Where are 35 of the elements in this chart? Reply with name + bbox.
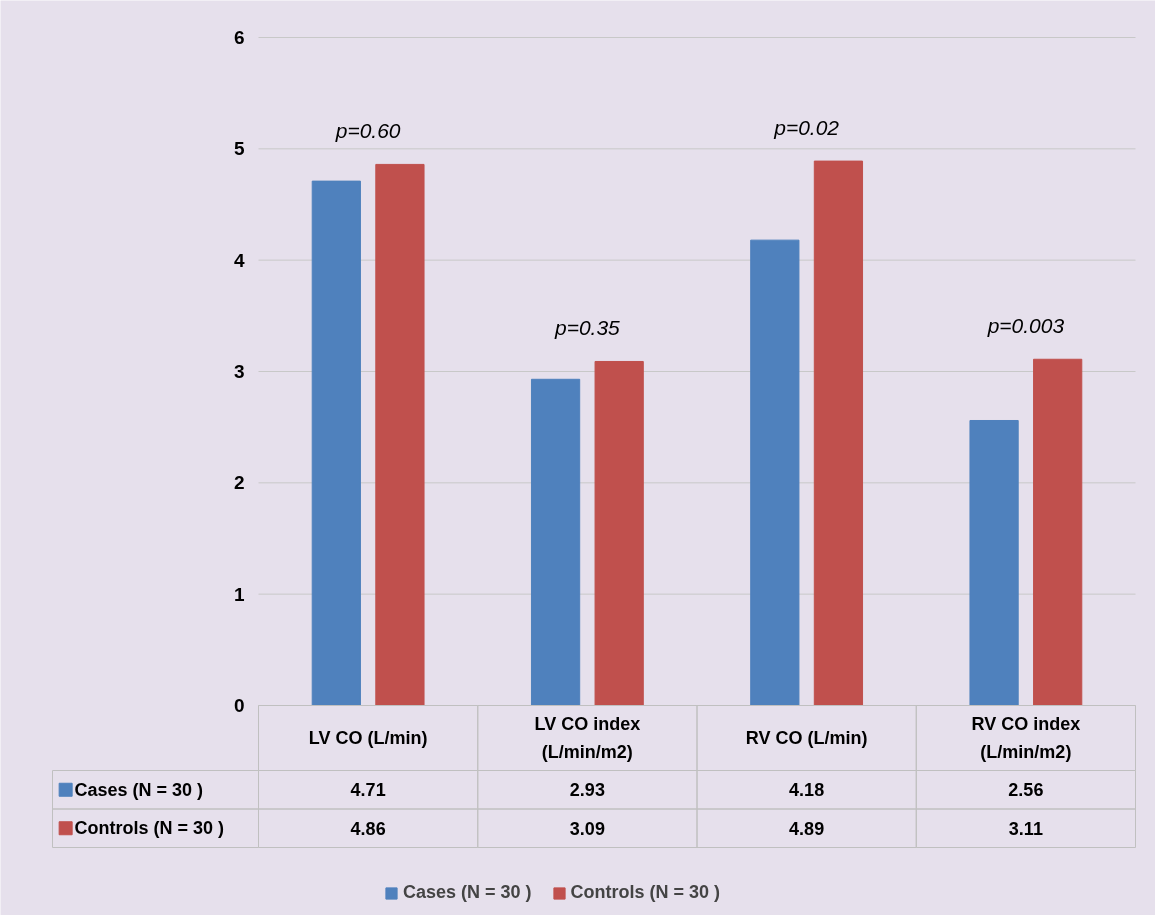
x-tick-label: LV CO (L/min) bbox=[308, 728, 428, 748]
legend-label: Cases (N = 30 ) bbox=[74, 779, 203, 800]
data-label: 2.56 bbox=[1008, 780, 1044, 801]
y-tick-label: 6 bbox=[233, 27, 245, 48]
y-tick-label: 3 bbox=[233, 361, 245, 382]
text: Cases (N = 30 ) bbox=[403, 882, 532, 902]
annotation: p=0.60 bbox=[334, 119, 401, 143]
annotation: p=0.003 bbox=[986, 314, 1065, 338]
x-tick-label: RV CO (L/min) bbox=[745, 728, 868, 748]
annotation: p=0.02 bbox=[773, 116, 840, 140]
data-label: 4.89 bbox=[789, 818, 825, 839]
data-label: 3.11 bbox=[1008, 818, 1043, 839]
bar bbox=[1033, 358, 1083, 706]
data-label: 4.71 bbox=[350, 780, 386, 801]
x-tick-label: LV CO index (L/min/m2) bbox=[534, 714, 641, 762]
bar bbox=[813, 160, 864, 706]
data-label: 4.86 bbox=[350, 818, 386, 839]
data-label: 2.93 bbox=[569, 780, 605, 801]
data-label: 3.09 bbox=[569, 818, 605, 839]
legend-label: Controls (N = 30 ) bbox=[570, 882, 721, 903]
bar bbox=[375, 163, 425, 706]
annotation: p=0.35 bbox=[553, 316, 621, 340]
text: Controls (N = 30 ) bbox=[74, 818, 224, 839]
y-tick-label: 2 bbox=[233, 472, 245, 494]
bar bbox=[594, 360, 644, 706]
bar bbox=[750, 239, 800, 706]
bar bbox=[969, 419, 1019, 706]
bar bbox=[311, 180, 361, 706]
y-tick-label: 5 bbox=[233, 138, 245, 160]
x-tick-label: RV CO index (L/min/m2) bbox=[971, 714, 1081, 762]
y-tick-label: 4 bbox=[233, 249, 245, 271]
y-tick-label: 1 bbox=[233, 583, 245, 605]
data-label: 4.18 bbox=[789, 780, 825, 801]
bar bbox=[530, 378, 581, 706]
y-tick-label: 0 bbox=[233, 695, 245, 716]
